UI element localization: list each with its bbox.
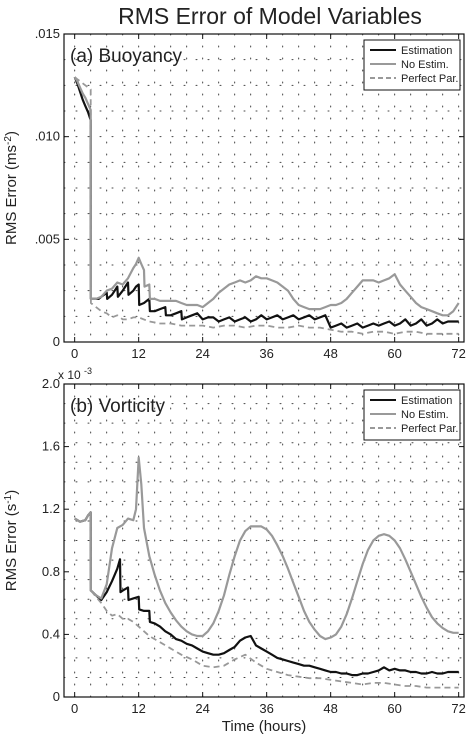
plot-frame bbox=[63, 33, 465, 343]
y-axis-label: RMS Error (s-1) bbox=[3, 490, 21, 591]
legend-label: Perfect Par. bbox=[401, 73, 458, 85]
x-tick-label: 24 bbox=[195, 346, 209, 361]
y-tick-label: 2.0 bbox=[42, 376, 60, 391]
panel-vorticity: 0 12 24 36 48 60 72 0 0.4 0.8 1.2 1.6 2.0 RMS Error (… bbox=[3, 366, 466, 735]
y-tick-label: 0 bbox=[53, 334, 60, 349]
x-tick-label: 12 bbox=[131, 701, 145, 716]
legend-label: Perfect Par. bbox=[401, 423, 458, 435]
x-tick-label: 36 bbox=[259, 346, 273, 361]
x-tick-label: 24 bbox=[195, 701, 209, 716]
y-tick-label: .010 bbox=[35, 129, 60, 144]
grid bbox=[63, 383, 465, 698]
series-line-estimation bbox=[73, 76, 459, 329]
x-tick-label: 60 bbox=[387, 346, 401, 361]
x-tick-label: 48 bbox=[323, 701, 337, 716]
y-tick-label: 1.6 bbox=[42, 439, 60, 454]
legend: Estimation No Estim. Perfect Par. bbox=[363, 39, 461, 91]
series-line-no-estim bbox=[74, 456, 459, 641]
x-axis-label: Time (hours) bbox=[222, 718, 306, 735]
plot-frame bbox=[63, 383, 465, 698]
x-tick-label: 72 bbox=[451, 701, 465, 716]
scale-note: x 10 -3 bbox=[58, 366, 92, 382]
x-tick-label: 72 bbox=[451, 346, 465, 361]
panel-buoyancy: 0 12 24 36 48 60 72 0 .005 .010 .015 RMS Error (ms-… bbox=[3, 26, 466, 361]
legend-label: No Estim. bbox=[401, 59, 449, 71]
x-tick-label: 48 bbox=[323, 346, 337, 361]
panel-label: (b) Vorticity bbox=[70, 396, 166, 417]
panel-label: (a) Buoyancy bbox=[70, 46, 182, 67]
y-tick-label: 0.8 bbox=[42, 564, 60, 579]
x-tick-label: 60 bbox=[387, 701, 401, 716]
x-tick-label: 12 bbox=[131, 346, 145, 361]
x-tick-label: 0 bbox=[71, 701, 78, 716]
legend-label: Estimation bbox=[401, 395, 452, 407]
series-line-estimation bbox=[74, 511, 459, 677]
y-tick-label: .005 bbox=[35, 231, 60, 246]
series-line-perfect-par bbox=[74, 511, 459, 689]
y-tick-label: 1.2 bbox=[42, 501, 60, 516]
legend-label: Estimation bbox=[401, 45, 452, 57]
y-axis-label: RMS Error (ms-2) bbox=[3, 131, 21, 245]
x-tick-label: 36 bbox=[259, 701, 273, 716]
y-tick-label: .015 bbox=[35, 26, 60, 41]
y-tick-label: 0.4 bbox=[42, 626, 60, 641]
legend: Estimation No Estim. Perfect Par. bbox=[363, 389, 461, 441]
series-line-perfect-par bbox=[74, 76, 459, 335]
legend-label: No Estim. bbox=[401, 409, 449, 421]
figure-title: RMS Error of Model Variables bbox=[118, 3, 422, 29]
series-line-no-estim bbox=[73, 76, 460, 317]
x-tick-label: 0 bbox=[71, 346, 78, 361]
y-tick-label: 0 bbox=[53, 689, 60, 704]
